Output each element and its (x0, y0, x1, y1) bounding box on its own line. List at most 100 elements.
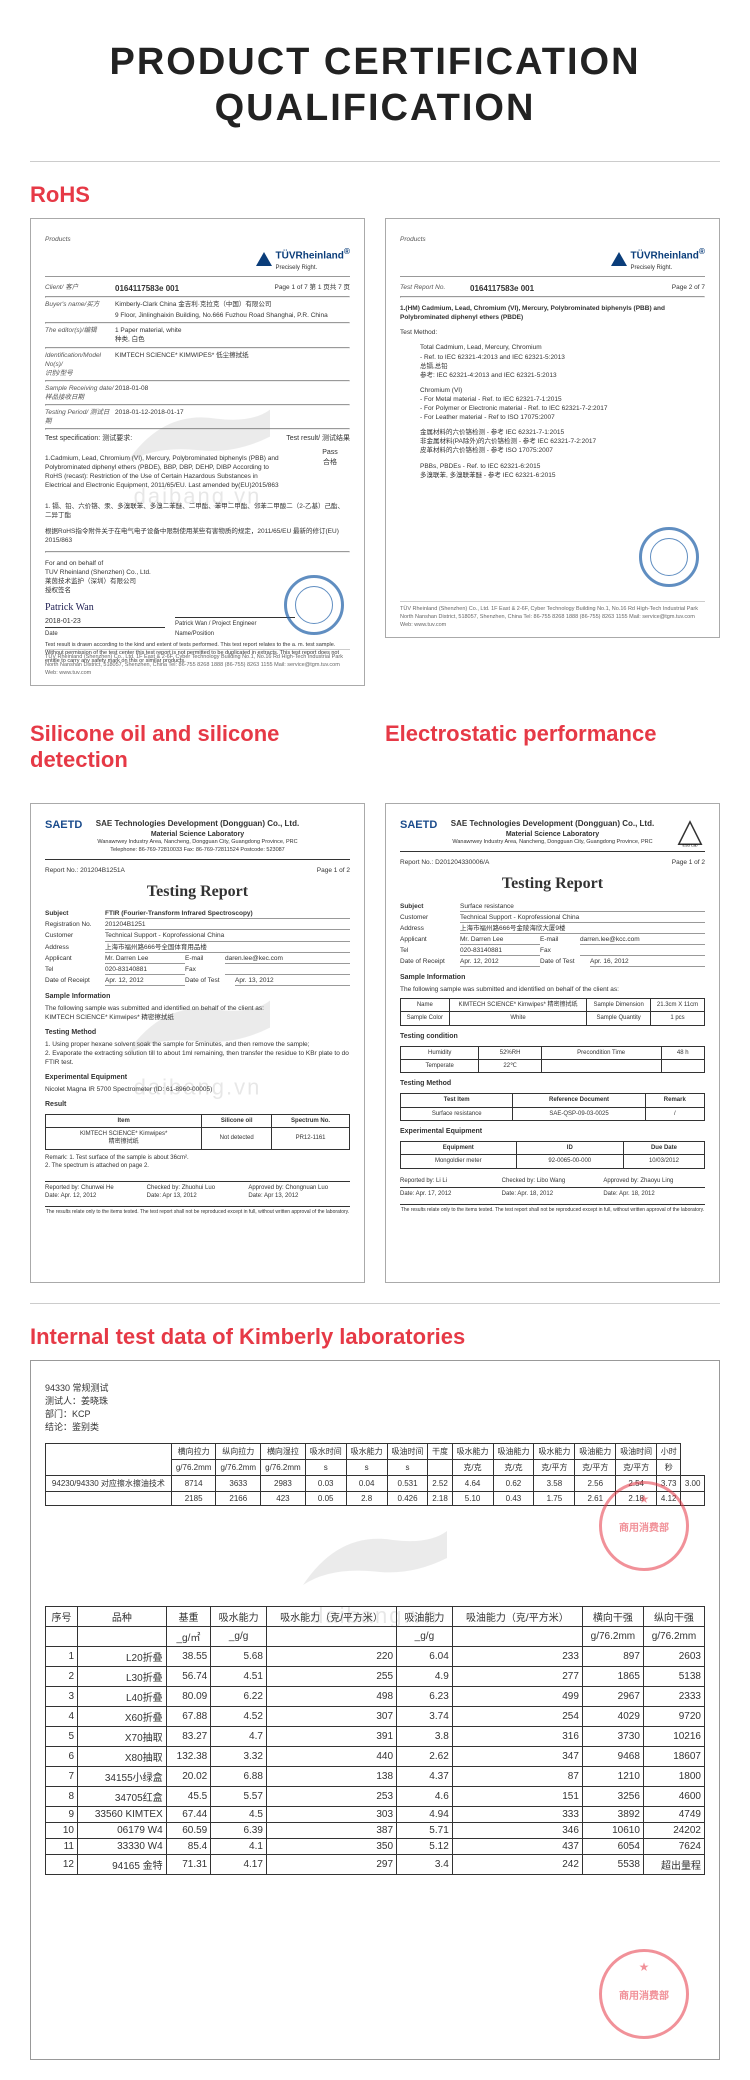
tuv-brand: TÜVRheinland (276, 251, 344, 262)
buyer-addr: 9 Floor, Jinlinghaixin Building, No.666 … (115, 311, 350, 320)
sig-title: Patrick Wan / Project Engineer (175, 617, 295, 628)
sample-body: The following sample was submitted and i… (45, 1004, 350, 1022)
sig-date2: Date: Apr. 18, 2012 (502, 1190, 604, 1198)
t-item-v: Surface resistance (401, 1107, 513, 1120)
tel-label: Tel (45, 965, 105, 975)
name-label: Name/Position (175, 631, 214, 637)
products-label: Products (400, 235, 470, 244)
lab-name: Material Science Laboratory (45, 830, 350, 840)
subject: Surface resistance (460, 902, 705, 912)
silicone-heading: Silicone oil and silicone detection (30, 721, 365, 773)
receipt: Apr. 12, 2012 (460, 957, 540, 967)
saetd-logo: SAETD (400, 818, 437, 833)
spec-label: Test specification: 测试要求: (45, 434, 132, 444)
saetd-logo: SAETD (45, 818, 82, 833)
lab-table-1: 横向拉力纵向拉力横向湿拉吸水时间吸水能力吸油时间干度吸水能力吸油能力吸水能力吸油… (45, 1443, 705, 1506)
lab-heading: Internal test data of Kimberly laborator… (30, 1324, 720, 1350)
company: SAE Technologies Development (Dongguan) … (400, 818, 705, 829)
method-label: Testing Method (45, 1028, 350, 1038)
sig-date3: Date: Apr. 18, 2012 (603, 1190, 705, 1198)
red-stamp: ★ 商用消费部 (599, 1481, 689, 1571)
cond-table: Humidity52%RHPrecondition Time48 h Tempe… (400, 1046, 705, 1074)
report-label: Report No.: (45, 866, 78, 875)
t-remark: Remark (645, 1094, 704, 1107)
result-label: Result (45, 1100, 350, 1110)
ident: KIMTECH SCIENCE* KIMWIPES* 低尘擦拭纸 (115, 351, 350, 378)
page: Page 1 of 2 (317, 866, 350, 875)
addr-val: 上海市福州路666号全国体育用品楼 (105, 943, 350, 953)
method1: Total Cadmium, Lead, Mercury, Chromium -… (420, 343, 705, 379)
receive-label: Sample Receiving date/ 样品接收日期 (45, 384, 115, 402)
cust-label: Customer (45, 931, 105, 941)
cond-hum: Humidity (401, 1046, 479, 1059)
e-equip-v: Mongoldier meter (401, 1155, 517, 1168)
tuv-logo: TÜVRheinland® Precisely Right. (256, 246, 350, 272)
subject-label: Subject (400, 902, 460, 912)
subject: FTIR (Fourier-Transform Infrared Spectro… (105, 909, 350, 919)
email: daren.lee@kec.com (225, 954, 350, 964)
pass-result: Pass 合格 (310, 448, 350, 496)
equip: Nicolet Magna IR 5700 Spectrometer (ID: … (45, 1085, 350, 1094)
report-label: Report No.: (400, 858, 433, 867)
esd-icon: ESD Lab (675, 818, 705, 848)
testdate-label: Date of Test (540, 957, 590, 967)
receipt-label: Date of Receipt (400, 957, 460, 967)
period: 2018-01-12-2018-01-17 (115, 408, 350, 426)
disclaimer: The results relate only to the items tes… (400, 1204, 705, 1214)
rohs-heading: RoHS (30, 182, 720, 208)
report-no: 0164117583e 001 (470, 283, 672, 294)
company: SAE Technologies Development (Dongguan) … (45, 818, 350, 829)
silicone-report: SAETD SAE Technologies Development (Dong… (30, 803, 365, 1283)
buyer: Kimberly-Clark China 金吉利·克拉克（中国）有限公司 (115, 300, 350, 309)
email-label: E-mail (540, 935, 580, 945)
report-no: D201204330006/A (435, 858, 489, 867)
si-dim: Sample Dimension (587, 999, 651, 1012)
sig-reported: Reported by: Li Li (400, 1177, 502, 1185)
si-name: Name (401, 999, 450, 1012)
remark: Remark: 1. Test surface of the sample is… (45, 1154, 350, 1171)
tuv-tagline: Precisely Right. (631, 264, 705, 272)
addr-label: Address (45, 943, 105, 953)
t-ref: Reference Document (513, 1094, 645, 1107)
testdate: Apr. 16, 2012 (590, 957, 705, 967)
section1: 1.(HM) Cadmium, Lead, Chromium (VI), Mer… (400, 304, 705, 322)
method3: PBBs, PBDEs - Ref. to IEC 62321-6:2015 多… (420, 462, 705, 480)
electrostatic-heading: Electrostatic performance (385, 721, 720, 747)
tel-label: Tel (400, 946, 460, 956)
spec-cn2: 根据RoHS指令附件关于在电气电子设备中限制使用某些有害物质的规定，2011/6… (45, 527, 350, 545)
report-title: Testing Report (400, 873, 705, 895)
sig-date3: Date: Apr 13, 2012 (248, 1192, 350, 1200)
method-table: Test ItemReference DocumentRemark Surfac… (400, 1093, 705, 1121)
page-indicator: Page 1 of 7 第 1 页共 7 页 (274, 283, 350, 294)
period-label: Testing Period/ 测试日期 (45, 408, 115, 426)
cert-footer: TÜV Rheinland (Shenzhen) Co., Ltd. 1F Ea… (45, 649, 350, 677)
equip-label: Experimental Equipment (45, 1073, 350, 1083)
addr-val: 上海市福州路666号金陵海欣大厦9楼 (460, 924, 705, 934)
equip-table: EquipmentIDDue Date Mongoldier meter92-0… (400, 1141, 705, 1169)
spec-cn: 1. 镉、铅、六价铬、汞、多溴联苯、多溴二苯醚、二甲酯、苯甲二甲酯、邻苯二甲酸二… (45, 502, 350, 520)
tuv-brand: TÜVRheinland (631, 251, 699, 262)
tuv-reg: ® (344, 246, 350, 256)
e-due: Due Date (623, 1141, 704, 1154)
ident-label: Identification/Model No(s)/ 识别/型号 (45, 351, 115, 378)
si-color: Sample Color (401, 1012, 450, 1025)
th-item: Item (46, 1114, 202, 1127)
cond-time-v: 48 h (661, 1046, 704, 1059)
t-remark-v: / (645, 1107, 704, 1120)
disclaimer: The results relate only to the items tes… (45, 1206, 350, 1216)
blue-stamp (284, 575, 344, 635)
report-label: Test Report No. (400, 283, 470, 294)
cond-temp: Temperate (401, 1059, 479, 1072)
method2: Chromium (VI) - For Metal material - Ref… (420, 386, 705, 422)
stamp-text: 商用消费部 (619, 1519, 669, 1534)
si-qty-v: 1 pcs (651, 1012, 705, 1025)
sig-date1: Date: Apr. 17, 2012 (400, 1190, 502, 1198)
svg-text:ESD Lab: ESD Lab (682, 844, 697, 848)
lab-addr: Wanawrwey Industry Area, Nancheng, Dongg… (45, 839, 350, 847)
cond-label: Testing condition (400, 1032, 705, 1042)
sig-checked: Checked by: Zhuohui Luo (147, 1184, 249, 1192)
th-sil: Silicone oil (202, 1114, 272, 1127)
email-label: E-mail (185, 954, 225, 964)
page-title: PRODUCT CERTIFICATION QUALIFICATION (30, 40, 720, 131)
red-stamp: ★ 商用消费部 (599, 1949, 689, 2039)
